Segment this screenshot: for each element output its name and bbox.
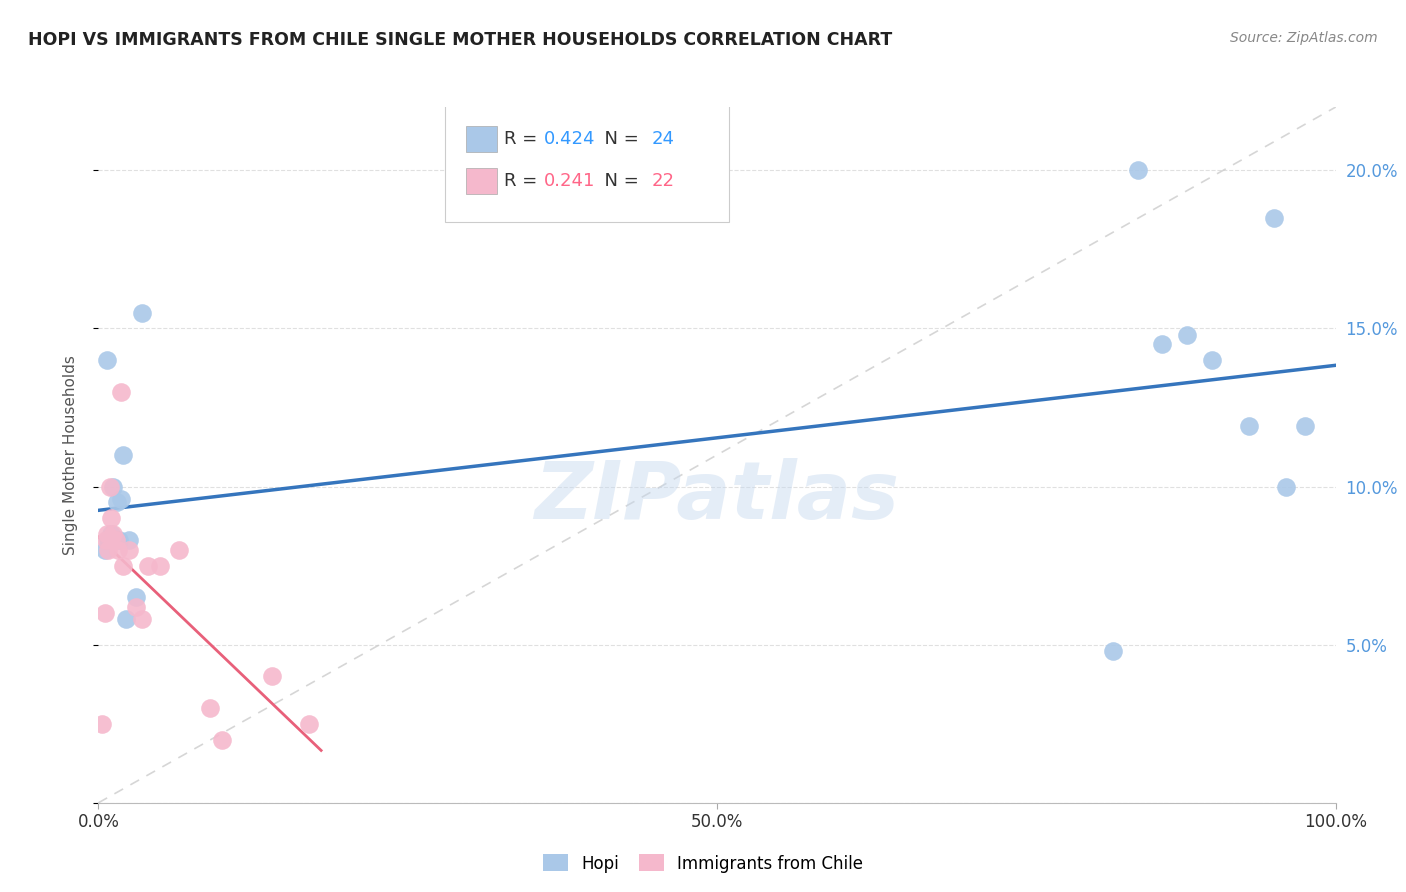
Point bbox=[124, 599, 146, 614]
Text: 22: 22 bbox=[651, 172, 675, 190]
FancyBboxPatch shape bbox=[444, 105, 730, 222]
Point bbox=[298, 716, 321, 731]
Point bbox=[103, 479, 125, 493]
Text: N =: N = bbox=[593, 172, 645, 190]
Point bbox=[131, 612, 153, 626]
Point bbox=[118, 542, 141, 557]
Point bbox=[118, 533, 141, 548]
Point bbox=[93, 542, 115, 557]
Text: R =: R = bbox=[505, 130, 543, 148]
Text: ZIPatlas: ZIPatlas bbox=[534, 458, 900, 536]
Point bbox=[1175, 327, 1198, 342]
Point bbox=[103, 527, 125, 541]
Point bbox=[112, 448, 135, 462]
Point bbox=[1294, 419, 1316, 434]
Point bbox=[97, 533, 120, 548]
Point bbox=[100, 533, 122, 548]
Point bbox=[1263, 211, 1285, 225]
Point bbox=[96, 353, 118, 368]
Point bbox=[167, 542, 190, 557]
Point bbox=[97, 542, 120, 557]
Point bbox=[198, 701, 221, 715]
Point bbox=[96, 527, 118, 541]
Text: 24: 24 bbox=[651, 130, 675, 148]
FancyBboxPatch shape bbox=[465, 126, 496, 153]
Point bbox=[104, 533, 127, 548]
Point bbox=[1102, 644, 1125, 658]
Point bbox=[103, 533, 125, 548]
Y-axis label: Single Mother Households: Single Mother Households bbox=[63, 355, 77, 555]
Point bbox=[1237, 419, 1260, 434]
Point bbox=[91, 716, 114, 731]
Point bbox=[136, 558, 159, 573]
Point bbox=[211, 732, 233, 747]
Point bbox=[108, 533, 131, 548]
Text: 0.424: 0.424 bbox=[544, 130, 595, 148]
Text: R =: R = bbox=[505, 172, 543, 190]
Point bbox=[1201, 353, 1223, 368]
Text: 0.241: 0.241 bbox=[544, 172, 595, 190]
Point bbox=[112, 558, 135, 573]
Legend: Hopi, Immigrants from Chile: Hopi, Immigrants from Chile bbox=[536, 847, 870, 880]
Point bbox=[131, 305, 153, 319]
Point bbox=[98, 479, 121, 493]
Point bbox=[93, 606, 115, 620]
FancyBboxPatch shape bbox=[465, 168, 496, 194]
Point bbox=[100, 511, 122, 525]
Point bbox=[105, 495, 128, 509]
Point bbox=[110, 492, 132, 507]
Point bbox=[1275, 479, 1298, 493]
Point bbox=[124, 591, 146, 605]
Point bbox=[114, 612, 136, 626]
Point bbox=[149, 558, 172, 573]
Text: N =: N = bbox=[593, 130, 645, 148]
Text: Source: ZipAtlas.com: Source: ZipAtlas.com bbox=[1230, 31, 1378, 45]
Point bbox=[260, 669, 283, 683]
Point bbox=[107, 542, 129, 557]
Point bbox=[110, 384, 132, 399]
Point bbox=[94, 533, 117, 548]
Point bbox=[1152, 337, 1174, 351]
Point bbox=[100, 527, 122, 541]
Text: HOPI VS IMMIGRANTS FROM CHILE SINGLE MOTHER HOUSEHOLDS CORRELATION CHART: HOPI VS IMMIGRANTS FROM CHILE SINGLE MOT… bbox=[28, 31, 893, 49]
Point bbox=[1126, 163, 1149, 178]
